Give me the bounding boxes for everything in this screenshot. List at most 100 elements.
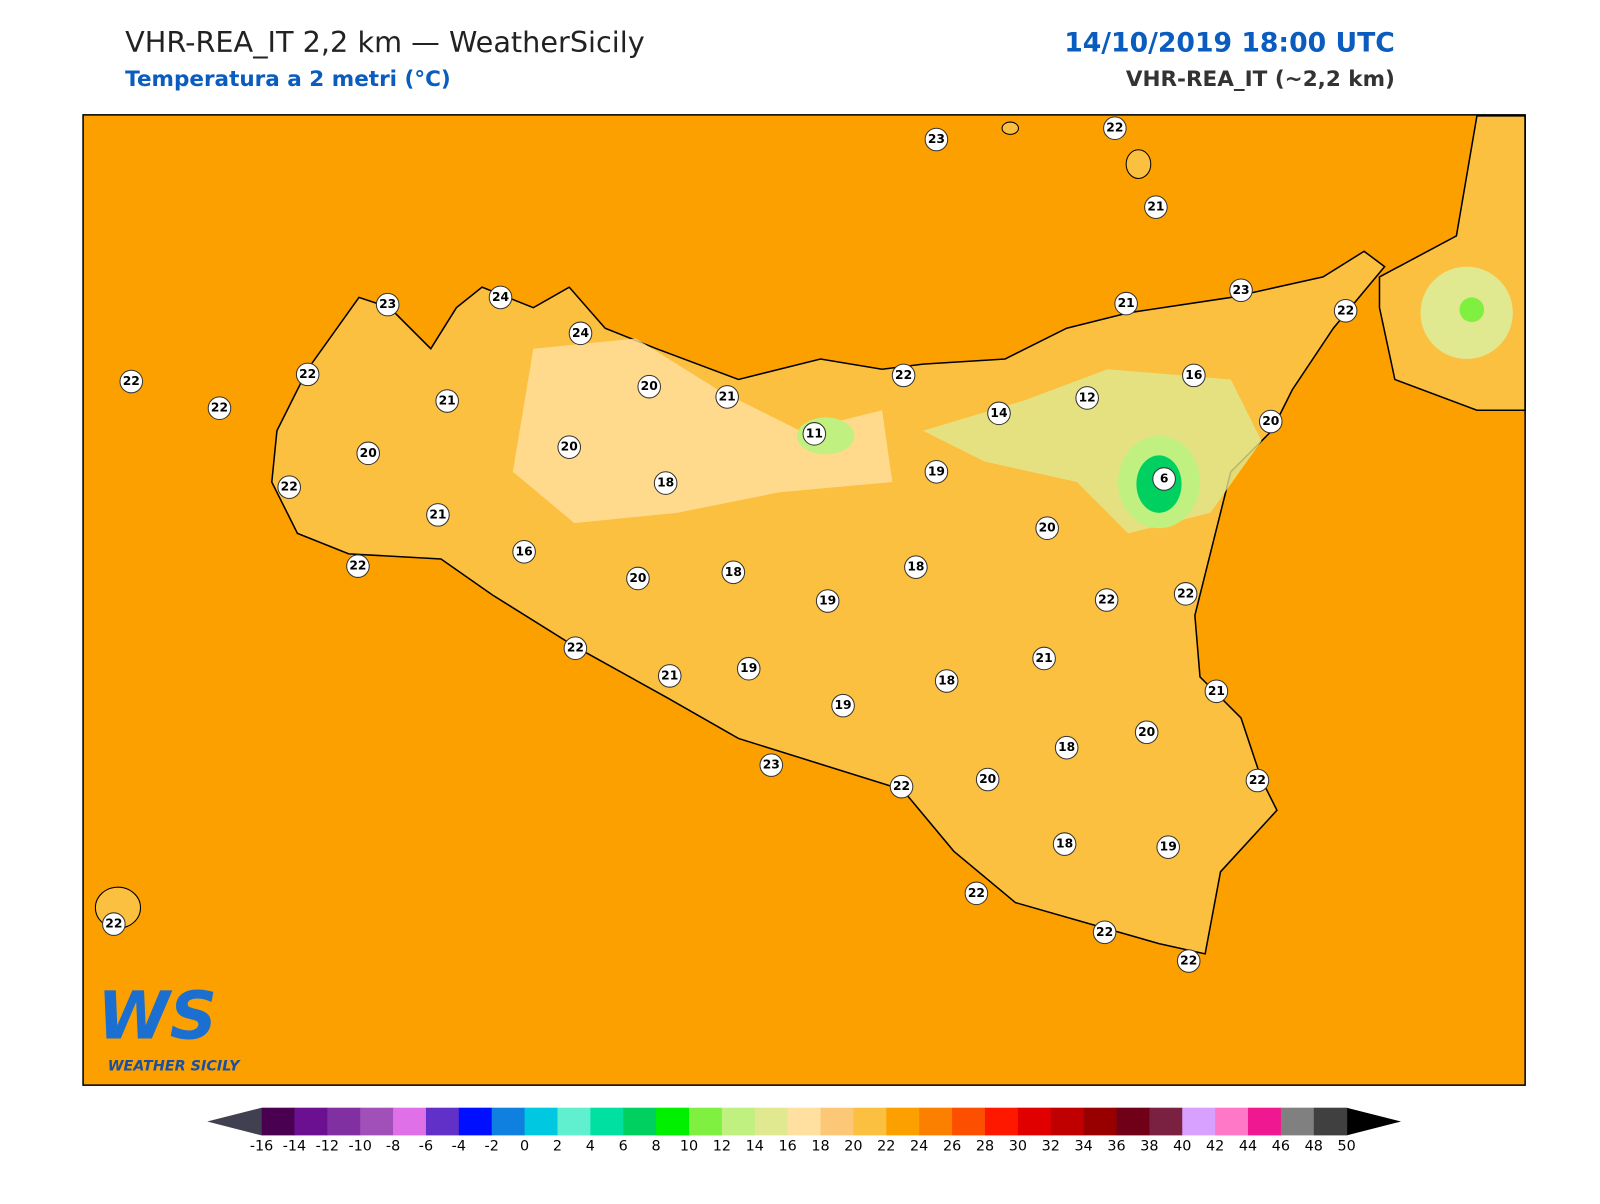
station-marker — [904, 555, 928, 579]
station-marker — [964, 881, 989, 906]
colorbar-tick-label: -2 — [485, 1139, 499, 1155]
station-value: 22 — [211, 401, 228, 415]
station-value: 22 — [299, 367, 316, 381]
station-value: 23 — [763, 758, 780, 772]
station-marker — [356, 441, 380, 466]
station-value: 21 — [1118, 296, 1135, 310]
station-marker — [889, 774, 914, 799]
station-value: 20 — [1138, 725, 1155, 739]
station-value: 20 — [561, 440, 578, 454]
colorbar-bin — [1017, 1107, 1052, 1136]
colorbar-bin — [820, 1107, 854, 1136]
station-value: 22 — [1098, 593, 1115, 607]
station-value: 21 — [661, 668, 678, 682]
station-marker — [1245, 768, 1270, 793]
station-marker — [721, 560, 746, 585]
station-marker — [987, 401, 1011, 426]
colorbar-tick-label: 34 — [1074, 1139, 1092, 1155]
colorbar-tick-label: 42 — [1206, 1139, 1224, 1155]
station-marker — [831, 693, 855, 718]
station-marker — [626, 566, 650, 591]
station-marker — [1035, 516, 1059, 540]
station-value: 22 — [1337, 303, 1354, 317]
station-marker — [1134, 720, 1159, 745]
station-marker — [568, 321, 593, 346]
colorbar-tick-label: 4 — [586, 1139, 595, 1155]
colorbar-tick-label: 26 — [943, 1139, 961, 1155]
station-value: 22 — [105, 917, 122, 931]
colorbar-tick-label: 20 — [844, 1139, 862, 1155]
station-marker — [1182, 363, 1206, 388]
station-value: 19 — [928, 464, 945, 478]
station-marker — [924, 460, 949, 484]
station-value: 18 — [1058, 740, 1075, 754]
station-value: 24 — [492, 290, 509, 304]
map-frame — [82, 114, 1526, 1086]
colorbar-bin — [1248, 1107, 1282, 1136]
station-marker — [277, 475, 302, 499]
station-marker — [557, 435, 582, 459]
colorbar-bin — [1313, 1107, 1348, 1136]
station-value: 22 — [1096, 925, 1113, 939]
colorbar-tick-label: 2 — [553, 1139, 562, 1155]
station-value: 20 — [629, 571, 646, 585]
station-marker — [1229, 278, 1253, 303]
colorbar-bin — [524, 1107, 558, 1136]
cool-area — [512, 338, 893, 524]
colorbar-bin — [1280, 1107, 1315, 1136]
station-value: 14 — [990, 406, 1007, 420]
island — [1125, 149, 1152, 179]
colorbar-bin — [886, 1107, 920, 1136]
station-marker — [1156, 835, 1180, 859]
station-value: 20 — [1262, 414, 1279, 428]
colorbar-tick-label: 28 — [976, 1139, 994, 1155]
station-marker — [934, 669, 959, 693]
colorbar-tick-label: 46 — [1272, 1139, 1290, 1155]
colorbar-tick-label: 10 — [680, 1139, 698, 1155]
colorbar-bin — [1149, 1107, 1183, 1136]
station-value: 21 — [1208, 684, 1225, 698]
station-marker — [1032, 646, 1056, 671]
logo-text: WEATHER SICILY — [108, 1059, 241, 1075]
colorbar-tick-label: -16 — [250, 1139, 273, 1155]
station-value: 22 — [1180, 954, 1197, 968]
colorbar-bin — [1182, 1107, 1216, 1136]
station-marker — [1094, 588, 1119, 612]
colorbar-bin — [590, 1107, 624, 1136]
station-value: 6 — [1160, 471, 1169, 485]
colorbar-tick-label: 16 — [779, 1139, 797, 1155]
station-value: 23 — [928, 132, 945, 146]
colorbar-tick-label: 6 — [619, 1139, 628, 1155]
station-value: 22 — [1106, 121, 1123, 135]
station-value: 16 — [516, 544, 533, 558]
subtitle: Temperatura a 2 metri (°C) — [125, 67, 451, 92]
colorbar-tick-label: 38 — [1140, 1139, 1158, 1155]
station-value: 21 — [719, 389, 736, 403]
colorbar-tick-label: -10 — [348, 1139, 371, 1155]
station-value: 22 — [893, 779, 910, 793]
colorbar-tick-label: 30 — [1009, 1139, 1027, 1155]
title: VHR-REA_IT 2,2 km — WeatherSicily — [125, 25, 645, 59]
station-value: 23 — [379, 297, 396, 311]
station-value: 22 — [281, 480, 298, 494]
colorbar-bin — [1083, 1107, 1118, 1136]
station-marker — [975, 767, 1000, 792]
station-marker — [736, 656, 761, 681]
colorbar-bin — [787, 1107, 822, 1136]
station-marker — [657, 664, 682, 688]
station-marker — [375, 292, 400, 317]
station-marker — [924, 127, 949, 152]
colorbar-tick-label: 50 — [1338, 1139, 1356, 1155]
colorbar-bin — [1116, 1107, 1150, 1136]
colorbar-bin — [919, 1107, 953, 1136]
colorbar-bin — [458, 1107, 493, 1136]
station-value: 21 — [1036, 651, 1053, 665]
station-value: 22 — [567, 641, 584, 655]
colorbar-tick-label: 36 — [1107, 1139, 1125, 1155]
station-marker — [653, 471, 678, 495]
station-marker — [119, 369, 144, 394]
station-value: 20 — [360, 446, 377, 460]
colorbar-tick-label: 40 — [1173, 1139, 1191, 1155]
station-value: 16 — [1185, 368, 1202, 382]
